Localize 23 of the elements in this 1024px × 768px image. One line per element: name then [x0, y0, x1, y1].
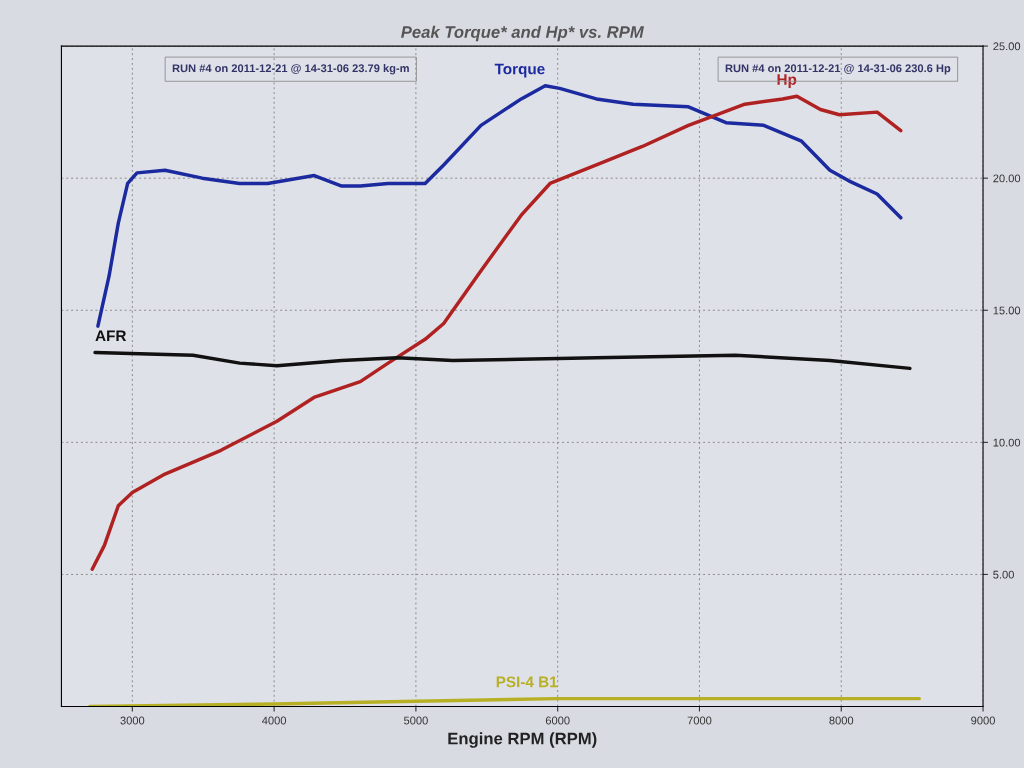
y-tick-label: 10.00	[993, 438, 1021, 447]
y-tick-label: 20.00	[993, 174, 1021, 183]
chart-title: Peak Torque* and Hp* vs. RPM	[401, 25, 645, 42]
x-axis-title: Engine RPM (RPM)	[448, 732, 597, 748]
x-tick-label: 8000	[829, 716, 854, 725]
x-tick-label: 3000	[120, 716, 145, 725]
x-tick-label: 7000	[687, 716, 712, 725]
series-label: Torque	[494, 63, 545, 78]
y-tick-label: 15.00	[993, 306, 1021, 315]
x-tick-label: 5000	[403, 716, 428, 725]
x-tick-label: 6000	[545, 716, 570, 725]
line-series	[88, 696, 921, 707]
x-tick-label: 9000	[971, 716, 995, 725]
line-series	[90, 94, 903, 571]
annotation: RUN #4 on 2011-12-21 @ 14-31-06 230.6 Hp	[725, 64, 951, 75]
y-tick-label: 5.00	[993, 570, 1014, 579]
annotation: RUN #4 on 2011-12-21 @ 14-31-06 23.79 kg-m	[172, 63, 409, 75]
x-tick-label: 4000	[262, 716, 287, 725]
line-series	[93, 350, 912, 371]
series-label: Hp	[777, 74, 797, 88]
series-label: AFR	[95, 330, 127, 342]
y-tick-label: 25.00	[993, 42, 1021, 51]
series-label: PSI-4 B1	[496, 676, 558, 688]
